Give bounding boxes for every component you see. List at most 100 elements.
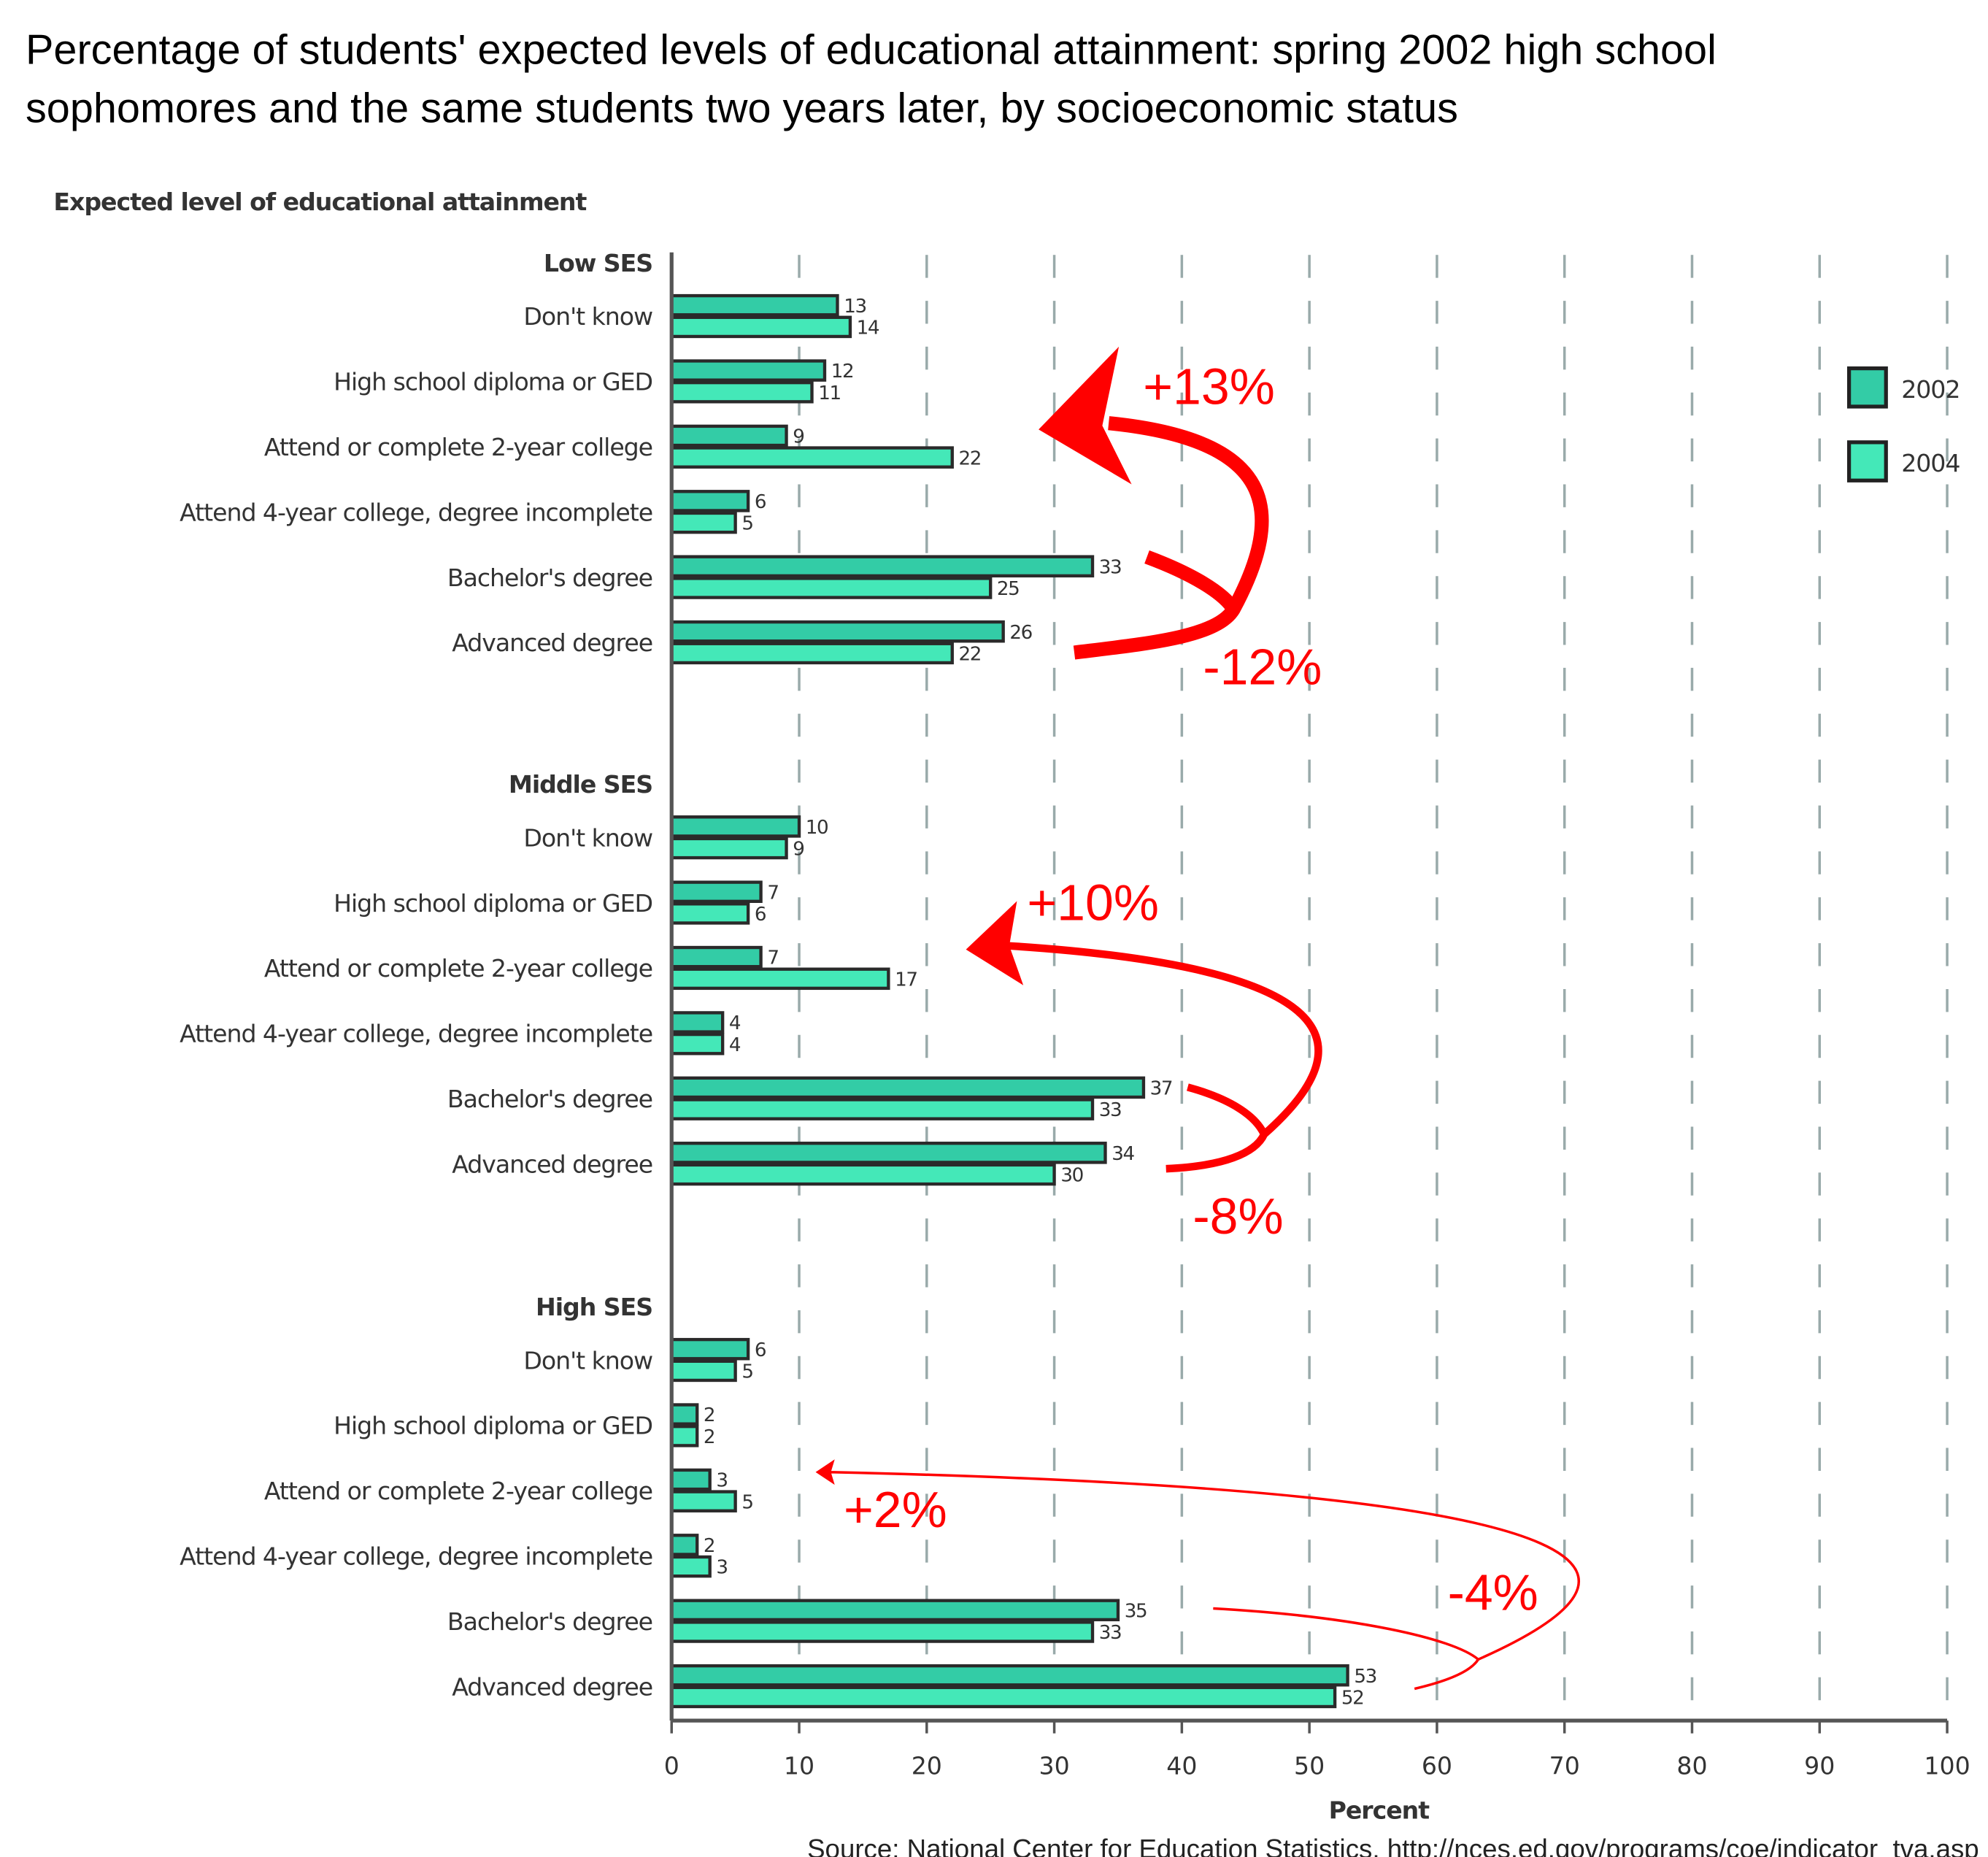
bar-2002: [670, 1599, 1120, 1622]
bar-2002: [670, 1142, 1107, 1164]
bar-2002: [670, 490, 750, 512]
data-label-2004: 33: [1099, 1099, 1122, 1121]
category-label: High school diploma or GED: [334, 889, 652, 918]
bar-2004: [670, 380, 814, 404]
data-label-2002: 6: [755, 491, 766, 513]
x-tick-label: 30: [1039, 1752, 1069, 1780]
annotation-middle-decrease: -8%: [1193, 1188, 1283, 1245]
bar-2004: [670, 1425, 699, 1447]
data-label-2002: 37: [1150, 1078, 1173, 1100]
category-label: Don't know: [523, 1346, 652, 1375]
data-label-2004: 14: [857, 317, 879, 339]
bar-2004: [670, 1098, 1095, 1120]
data-label-2004: 30: [1060, 1165, 1083, 1187]
data-label-2004: 17: [895, 969, 917, 991]
data-label-2004: 11: [818, 382, 841, 404]
data-label-2004: 5: [741, 1361, 752, 1383]
data-label-2002: 33: [1099, 556, 1122, 578]
data-label-2004: 52: [1341, 1687, 1364, 1709]
data-label-2004: 3: [716, 1557, 727, 1579]
bar-2002: [670, 293, 839, 317]
arrow-branch-low: [1144, 550, 1240, 614]
source-note: Source: National Center for Education St…: [807, 1834, 1979, 1857]
annotation-high-decrease: -4%: [1448, 1564, 1538, 1620]
data-label-2002: 26: [1009, 622, 1032, 644]
chart-title-line2: sophomores and the same students two yea…: [26, 85, 1458, 132]
arrow-branch-middle: [1187, 1083, 1268, 1137]
x-tick-label: 50: [1294, 1752, 1325, 1780]
data-label-2002: 2: [704, 1535, 714, 1557]
data-label-2002: 13: [844, 296, 866, 318]
data-label-2002: 7: [767, 947, 778, 969]
category-label: Attend or complete 2-year college: [264, 433, 652, 461]
group-label: High SES: [536, 1293, 652, 1321]
bar-2002: [670, 1403, 699, 1426]
data-label-2002: 6: [755, 1339, 766, 1361]
data-label-2004: 9: [793, 839, 804, 861]
category-label: Attend 4-year college, degree incomplete: [180, 498, 652, 526]
data-label-2002: 53: [1354, 1666, 1376, 1688]
bar-2004: [670, 1685, 1337, 1709]
bar-2002: [670, 815, 801, 838]
data-label-2002: 7: [767, 882, 778, 904]
x-tick-label: 90: [1804, 1752, 1835, 1780]
bar-2004: [670, 577, 993, 599]
data-label-2002: 9: [793, 426, 804, 448]
bar-2004: [670, 1620, 1095, 1643]
bar-2004: [670, 902, 750, 925]
curved-arrow-middle: [1006, 942, 1322, 1173]
legend-swatch-2004: [1846, 440, 1888, 482]
bar-2002: [670, 880, 763, 903]
bar-2004: [670, 315, 852, 339]
x-tick-label: 0: [664, 1752, 679, 1780]
data-label-2004: 6: [755, 904, 766, 926]
bar-2004: [670, 837, 788, 860]
annotation-low-increase: +13%: [1143, 358, 1275, 415]
group-label: Middle SES: [509, 770, 652, 799]
category-label: Attend or complete 2-year college: [264, 1477, 652, 1505]
bar-2004: [670, 511, 737, 534]
category-label: Attend 4-year college, degree incomplete: [180, 1542, 652, 1570]
category-label: Advanced degree: [452, 1672, 652, 1701]
bar-2002: [670, 424, 788, 447]
x-tick-label: 100: [1924, 1752, 1970, 1780]
category-label: Advanced degree: [452, 628, 652, 657]
legend: 2002 2004: [1846, 366, 1960, 482]
category-label: Bachelor's degree: [447, 1607, 652, 1636]
arrowhead-low: [1039, 346, 1132, 485]
bar-2002: [670, 1534, 699, 1556]
data-label-2004: 2: [704, 1426, 714, 1448]
category-label: Bachelor's degree: [447, 1085, 652, 1113]
data-label-2004: 33: [1099, 1622, 1122, 1644]
bar-2004: [670, 1359, 737, 1383]
data-label-2002: 12: [831, 361, 854, 382]
bar-2002: [670, 1468, 712, 1491]
annotation-low-decrease: -12%: [1203, 639, 1322, 696]
data-label-2004: 5: [741, 513, 752, 535]
data-label-2004: 25: [997, 578, 1020, 600]
category-label: High school diploma or GED: [334, 1412, 652, 1440]
bar-2002: [670, 620, 1005, 643]
data-label-2004: 4: [729, 1034, 741, 1056]
bar-2004: [670, 446, 954, 469]
bar-2004: [670, 1032, 725, 1056]
bar-2002: [670, 1664, 1349, 1687]
y-axis-title: Expected level of educational attainment: [53, 188, 587, 216]
x-tick-label: 20: [912, 1752, 942, 1780]
curved-arrow-high: [828, 1470, 1581, 1691]
chart-title-line1: Percentage of students' expected levels …: [26, 26, 1717, 73]
arrow-branch-high: [1213, 1607, 1479, 1661]
x-axis-title: Percent: [1329, 1796, 1430, 1825]
legend-label-2004: 2004: [1901, 449, 1960, 477]
data-label-2002: 35: [1125, 1600, 1147, 1622]
bar-2004: [670, 1163, 1056, 1186]
data-label-2004: 22: [958, 643, 981, 665]
bar-2002: [670, 359, 827, 382]
bar-2002: [670, 945, 763, 969]
annotation-middle-ses: [966, 901, 1322, 1173]
bar-2004: [670, 1555, 712, 1578]
x-tick-label: 40: [1166, 1752, 1197, 1780]
data-label-2004: 5: [741, 1491, 752, 1513]
data-label-2002: 2: [704, 1404, 714, 1426]
